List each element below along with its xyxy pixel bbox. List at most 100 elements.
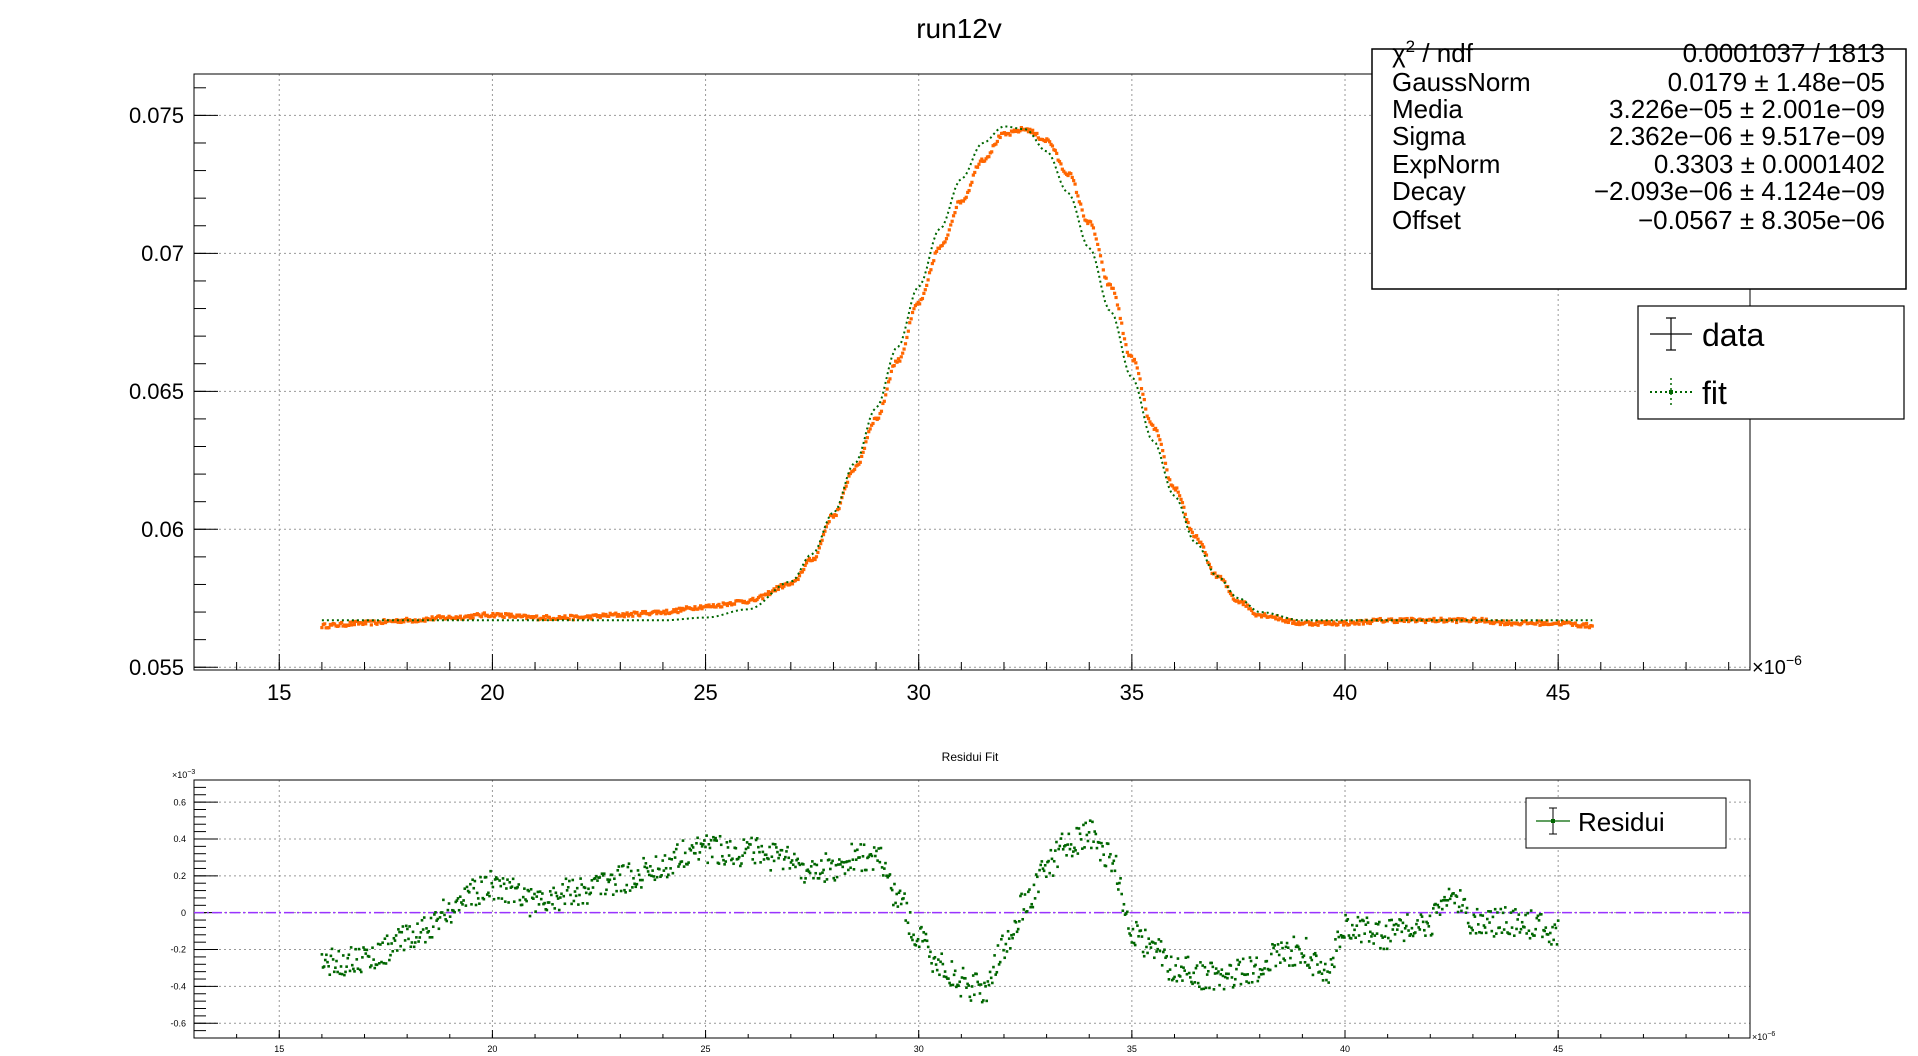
residual-point (658, 867, 661, 871)
residual-point (1298, 947, 1301, 951)
residual-point (335, 959, 338, 963)
residual-point (1084, 821, 1088, 825)
data-point (1245, 603, 1250, 607)
bottom-y-exponent-base: ×10 (172, 770, 187, 780)
residual-point (825, 878, 829, 881)
residual-point (442, 898, 445, 902)
data-point (587, 616, 591, 620)
residual-point (1205, 973, 1209, 976)
residual-point (1146, 951, 1149, 955)
residual-point (739, 864, 742, 868)
residual-point (1050, 857, 1054, 861)
residual-point (1331, 956, 1335, 960)
stats-row-value: 3.226e−05 ± 2.001e−09 (1609, 94, 1885, 124)
residual-point (1095, 846, 1099, 850)
data-point (506, 612, 511, 616)
residual-point (813, 862, 816, 866)
residual-point (402, 948, 406, 952)
residual-point (457, 908, 461, 912)
data-point (845, 480, 850, 484)
data-point (951, 214, 956, 218)
data-point (492, 615, 496, 619)
residual-point (529, 887, 533, 891)
residual-point (745, 841, 749, 844)
residual-point (1527, 929, 1531, 933)
residual-point (1069, 843, 1073, 846)
residual-point (654, 855, 658, 858)
data-point (673, 610, 677, 614)
residual-point (736, 857, 740, 861)
residual-point (1223, 975, 1227, 979)
data-point (908, 321, 912, 325)
residual-point (1221, 974, 1225, 978)
residual-point (790, 859, 794, 862)
residual-point (887, 874, 891, 878)
data-point (1069, 172, 1073, 176)
residual-point (955, 985, 958, 989)
residual-point (1308, 966, 1311, 969)
residual-point (345, 965, 348, 968)
residual-point (458, 895, 462, 898)
residual-point (1536, 914, 1540, 918)
residual-point (1043, 864, 1047, 867)
residual-point (604, 892, 607, 896)
residual-point (634, 885, 638, 889)
residual-point (1086, 839, 1090, 843)
data-point (557, 614, 561, 619)
data-point (797, 574, 802, 578)
data-point (909, 317, 913, 321)
residual-point (590, 879, 594, 882)
residual-point (642, 856, 645, 860)
data-point (499, 612, 503, 616)
data-point (858, 460, 862, 464)
residual-point (613, 877, 616, 881)
residual-point (392, 936, 396, 940)
residual-point (940, 952, 944, 956)
data-point (1279, 617, 1283, 621)
data-point (1189, 527, 1193, 532)
data-point (518, 613, 522, 617)
residual-point (775, 846, 778, 849)
data-point (802, 567, 806, 572)
residual-point (1144, 928, 1147, 932)
residual-point (906, 921, 910, 925)
residual-point (903, 892, 906, 895)
residual-point (484, 875, 488, 879)
residual-point (470, 903, 473, 906)
residual-point (1056, 865, 1059, 869)
residual-point (773, 843, 777, 846)
data-point (525, 616, 529, 621)
data-point (496, 612, 501, 616)
residual-point (673, 856, 677, 859)
residual-point (346, 956, 350, 960)
residual-point (904, 919, 908, 922)
residual-point (1201, 964, 1204, 967)
data-point (1019, 126, 1023, 130)
residual-point (948, 981, 951, 985)
residual-point (1093, 830, 1097, 833)
residual-point (1362, 919, 1365, 923)
residual-point (1444, 898, 1447, 902)
residual-point (1016, 927, 1020, 931)
data-point (848, 471, 852, 476)
data-point (1460, 617, 1464, 621)
residual-point (516, 885, 519, 889)
top-legend-frame (1637, 305, 1905, 420)
residual-point (1108, 855, 1111, 859)
residual-point (1000, 937, 1003, 941)
residual-point (1388, 918, 1391, 922)
data-point (1077, 200, 1081, 204)
legend-residui-marker (1536, 807, 1570, 835)
residual-point (988, 970, 992, 974)
residual-point (1145, 945, 1148, 949)
data-point (806, 558, 810, 562)
residual-point (850, 842, 854, 846)
residual-point (1378, 920, 1381, 924)
residual-point (710, 855, 714, 859)
residual-point (659, 875, 662, 879)
residual-point (970, 985, 974, 988)
residual-point (1431, 907, 1435, 910)
data-point (585, 614, 590, 618)
residual-point (560, 892, 563, 896)
data-point (361, 622, 365, 627)
